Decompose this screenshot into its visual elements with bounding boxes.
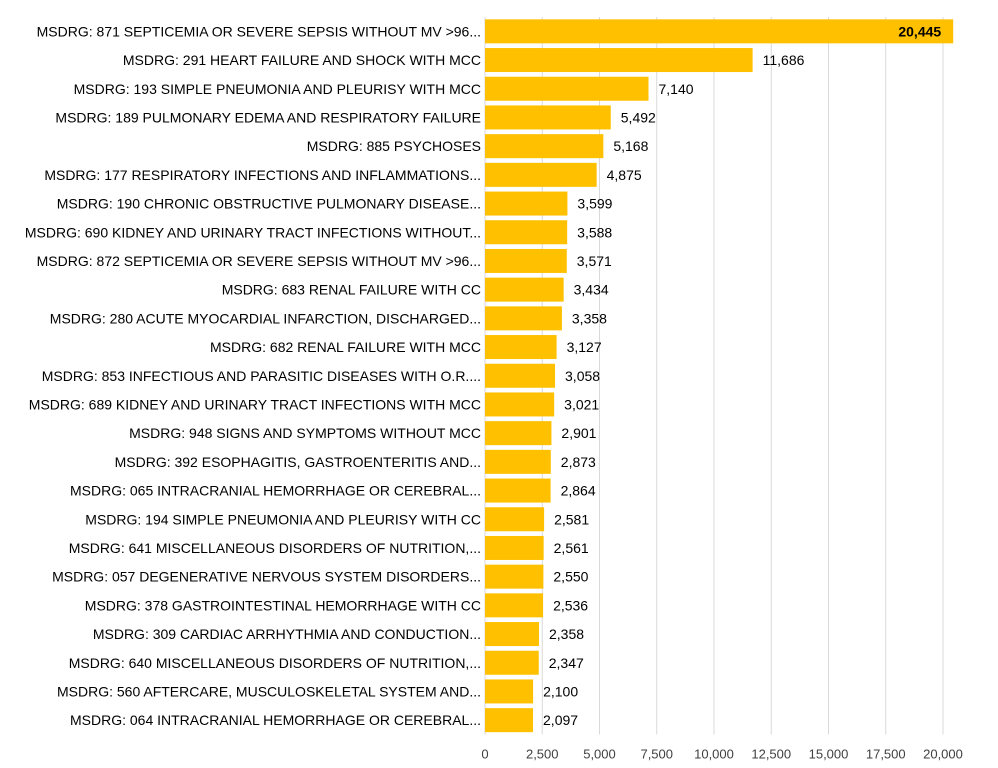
x-tick-label: 10,000: [694, 747, 734, 762]
category-label: MSDRG: 177 RESPIRATORY INFECTIONS AND IN…: [44, 167, 481, 183]
bar: [485, 478, 551, 503]
value-label: 7,140: [659, 81, 694, 97]
bar: [485, 708, 534, 733]
x-tick-label: 7,500: [640, 747, 673, 762]
category-label: MSDRG: 064 INTRACRANIAL HEMORRHAGE OR CE…: [70, 712, 481, 728]
value-label: 4,875: [607, 167, 642, 183]
bar: [485, 134, 604, 159]
bar: [485, 162, 597, 187]
category-label: MSDRG: 872 SEPTICEMIA OR SEVERE SEPSIS W…: [37, 253, 481, 269]
bar: [485, 421, 552, 446]
category-label: MSDRG: 189 PULMONARY EDEMA AND RESPIRATO…: [55, 109, 481, 125]
bar: [485, 248, 567, 273]
bar: [485, 593, 544, 618]
bar: [485, 335, 557, 360]
bar: [485, 622, 539, 647]
value-label: 5,492: [621, 109, 656, 125]
value-label: 3,571: [577, 253, 612, 269]
value-label: 2,873: [561, 454, 596, 470]
category-labels: MSDRG: 871 SEPTICEMIA OR SEVERE SEPSIS W…: [25, 23, 481, 728]
value-label: 3,599: [577, 196, 612, 212]
x-tick-label: 12,500: [751, 747, 791, 762]
category-label: MSDRG: 683 RENAL FAILURE WITH CC: [222, 282, 481, 298]
category-label: MSDRG: 871 SEPTICEMIA OR SEVERE SEPSIS W…: [37, 23, 481, 39]
category-label: MSDRG: 560 AFTERCARE, MUSCULOSKELETAL SY…: [57, 683, 481, 699]
bar: [485, 76, 649, 101]
value-label: 3,021: [564, 396, 599, 412]
category-label: MSDRG: 640 MISCELLANEOUS DISORDERS OF NU…: [69, 655, 481, 671]
value-label: 2,864: [561, 483, 596, 499]
category-label: MSDRG: 885 PSYCHOSES: [307, 138, 481, 154]
value-label: 2,536: [553, 597, 588, 613]
category-label: MSDRG: 641 MISCELLANEOUS DISORDERS OF NU…: [69, 540, 481, 556]
value-label: 2,358: [549, 626, 584, 642]
x-tick-label: 20,000: [923, 747, 963, 762]
category-label: MSDRG: 682 RENAL FAILURE WITH MCC: [210, 339, 481, 355]
bar: [485, 535, 544, 560]
x-tick-label: 0: [481, 747, 488, 762]
bars: [485, 19, 954, 733]
bar: [485, 392, 555, 417]
bar: [485, 650, 539, 675]
category-label: MSDRG: 689 KIDNEY AND URINARY TRACT INFE…: [29, 396, 481, 412]
category-label: MSDRG: 057 DEGENERATIVE NERVOUS SYSTEM D…: [52, 569, 481, 585]
category-label: MSDRG: 392 ESOPHAGITIS, GASTROENTERITIS …: [115, 454, 481, 470]
category-label: MSDRG: 280 ACUTE MYOCARDIAL INFARCTION, …: [50, 310, 481, 326]
value-label: 2,550: [553, 569, 588, 585]
category-label: MSDRG: 309 CARDIAC ARRHYTHMIA AND CONDUC…: [93, 626, 481, 642]
value-label: 3,588: [577, 224, 612, 240]
value-label: 2,097: [543, 712, 578, 728]
category-label: MSDRG: 190 CHRONIC OBSTRUCTIVE PULMONARY…: [57, 196, 481, 212]
category-label: MSDRG: 065 INTRACRANIAL HEMORRHAGE OR CE…: [70, 483, 481, 499]
bar: [485, 220, 568, 245]
value-label: 2,347: [549, 655, 584, 671]
value-label: 3,127: [567, 339, 602, 355]
value-label: 5,168: [613, 138, 648, 154]
value-label: 20,445: [898, 23, 941, 39]
value-label: 3,358: [572, 310, 607, 326]
x-tick-label: 5,000: [583, 747, 616, 762]
bar: [485, 306, 562, 331]
bar: [485, 277, 564, 302]
value-label: 2,901: [561, 425, 596, 441]
bar: [485, 48, 753, 73]
bar: [485, 564, 544, 589]
bar: [485, 105, 611, 130]
value-label: 2,581: [554, 511, 589, 527]
category-label: MSDRG: 690 KIDNEY AND URINARY TRACT INFE…: [25, 224, 481, 240]
category-label: MSDRG: 194 SIMPLE PNEUMONIA AND PLEURISY…: [85, 511, 481, 527]
x-tick-label: 15,000: [809, 747, 849, 762]
category-label: MSDRG: 378 GASTROINTESTINAL HEMORRHAGE W…: [85, 597, 481, 613]
x-axis-ticks: 0 2,500 5,000 7,500 10,000 12,500 15,000 17,500…: [481, 747, 963, 762]
bar: [485, 507, 545, 532]
value-label: 2,561: [554, 540, 589, 556]
x-tick-label: 17,500: [866, 747, 906, 762]
x-tick-label: 2,500: [526, 747, 559, 762]
value-label: 11,686: [763, 52, 805, 68]
bar: [485, 679, 534, 704]
value-label: 3,434: [574, 282, 609, 298]
category-label: MSDRG: 193 SIMPLE PNEUMONIA AND PLEURISY…: [74, 81, 481, 97]
category-label: MSDRG: 948 SIGNS AND SYMPTOMS WITHOUT MC…: [129, 425, 481, 441]
category-label: MSDRG: 291 HEART FAILURE AND SHOCK WITH …: [123, 52, 481, 68]
bar: [485, 191, 568, 216]
bar: [485, 363, 556, 388]
bar: [485, 19, 954, 44]
category-label: MSDRG: 853 INFECTIOUS AND PARASITIC DISE…: [42, 368, 481, 384]
value-label: 2,100: [543, 683, 578, 699]
bar: [485, 449, 551, 474]
value-label: 3,058: [565, 368, 600, 384]
